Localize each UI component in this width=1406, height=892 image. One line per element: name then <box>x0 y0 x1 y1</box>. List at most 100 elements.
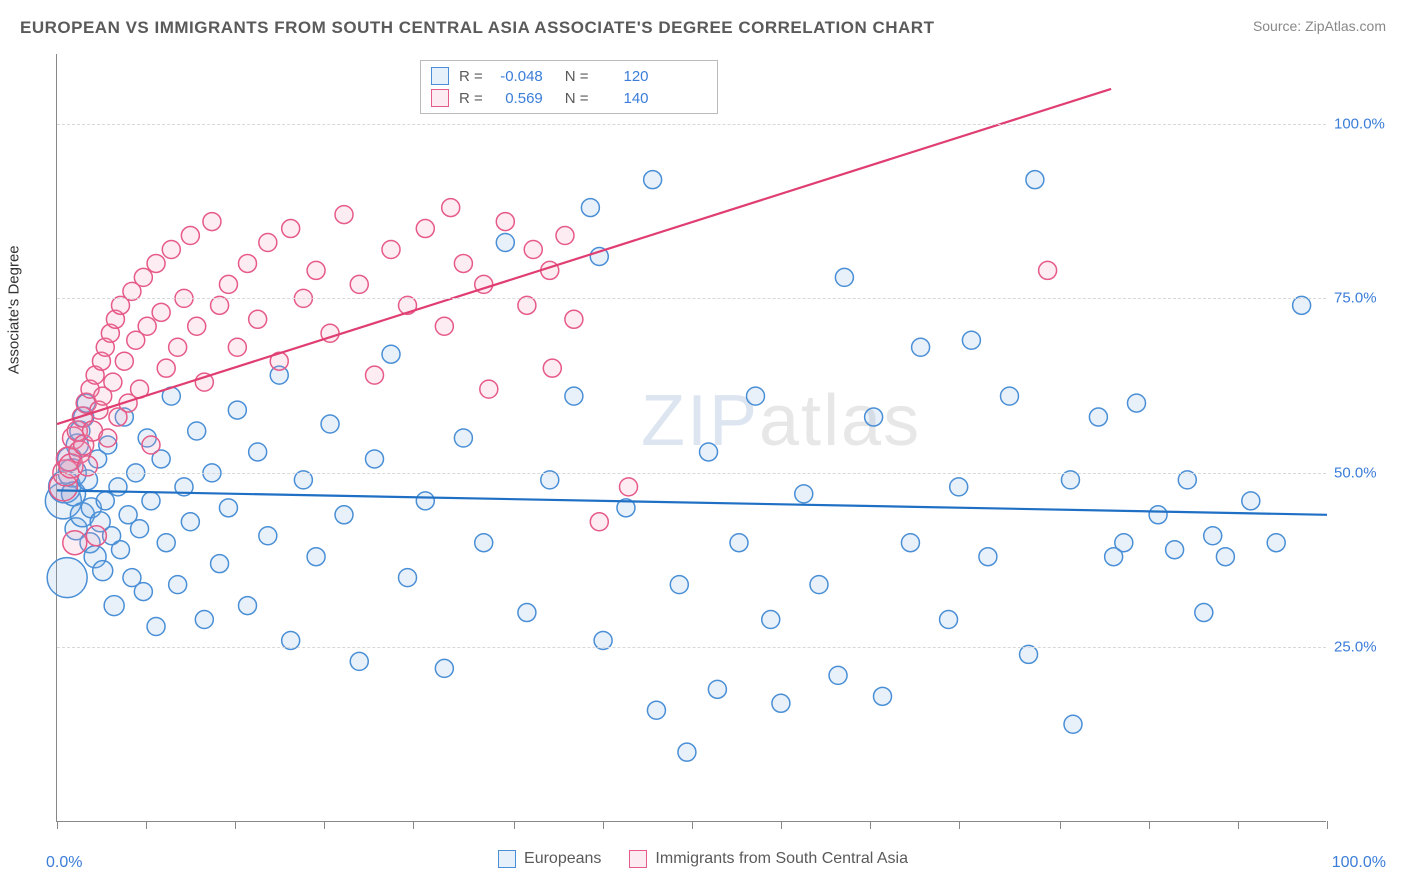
data-point <box>1166 541 1184 559</box>
data-point <box>810 576 828 594</box>
y-tick-label: 75.0% <box>1334 290 1377 307</box>
data-point <box>157 359 175 377</box>
stat-r-value: -0.048 <box>489 68 543 85</box>
data-point <box>138 317 156 335</box>
data-point <box>1216 548 1234 566</box>
data-point <box>399 569 417 587</box>
data-point <box>979 548 997 566</box>
data-point <box>134 583 152 601</box>
data-point <box>454 429 472 447</box>
data-point <box>142 492 160 510</box>
data-point <box>228 401 246 419</box>
data-point <box>335 506 353 524</box>
y-tick-label: 25.0% <box>1334 639 1377 656</box>
legend-item: Immigrants from South Central Asia <box>629 850 908 868</box>
data-point <box>47 558 87 598</box>
data-point <box>442 199 460 217</box>
data-point <box>104 373 122 391</box>
stat-r-label: R = <box>459 90 483 107</box>
legend-swatch <box>431 67 449 85</box>
data-point <box>131 520 149 538</box>
data-point <box>93 561 113 581</box>
data-point <box>565 387 583 405</box>
data-point <box>950 478 968 496</box>
data-point <box>581 199 599 217</box>
y-tick-label: 50.0% <box>1334 464 1377 481</box>
data-point <box>1026 171 1044 189</box>
legend-item: Europeans <box>498 850 601 868</box>
data-point <box>912 338 930 356</box>
data-point <box>152 303 170 321</box>
data-point <box>435 317 453 335</box>
data-point <box>1149 506 1167 524</box>
x-tick <box>603 821 604 829</box>
data-point <box>147 254 165 272</box>
data-point <box>1195 604 1213 622</box>
data-point <box>188 317 206 335</box>
x-tick <box>1238 821 1239 829</box>
data-point <box>700 443 718 461</box>
data-point <box>259 527 277 545</box>
data-point <box>416 220 434 238</box>
data-point <box>239 597 257 615</box>
grid-line <box>57 124 1326 125</box>
data-point <box>708 680 726 698</box>
x-tick <box>1060 821 1061 829</box>
data-point <box>350 275 368 293</box>
data-point <box>203 213 221 231</box>
stat-n-value: 140 <box>595 90 649 107</box>
data-point <box>181 227 199 245</box>
legend-label: Immigrants from South Central Asia <box>655 850 908 868</box>
data-point <box>169 576 187 594</box>
x-axis-max-label: 100.0% <box>1332 854 1386 872</box>
data-point <box>496 234 514 252</box>
data-point <box>219 275 237 293</box>
data-point <box>416 492 434 510</box>
data-point <box>162 240 180 258</box>
data-point <box>730 534 748 552</box>
data-point <box>134 268 152 286</box>
data-point <box>63 531 87 555</box>
data-point <box>874 687 892 705</box>
legend-swatch <box>431 89 449 107</box>
x-tick <box>870 821 871 829</box>
data-point <box>239 254 257 272</box>
data-point <box>762 611 780 629</box>
data-point <box>195 611 213 629</box>
stat-n-label: N = <box>565 68 589 85</box>
x-tick <box>413 821 414 829</box>
x-tick <box>146 821 147 829</box>
trend-line <box>57 490 1327 514</box>
y-axis-title: Associate's Degree <box>6 245 23 374</box>
x-tick <box>781 821 782 829</box>
data-point <box>249 310 267 328</box>
x-tick <box>1149 821 1150 829</box>
data-point <box>1242 492 1260 510</box>
chart-source: Source: ZipAtlas.com <box>1253 18 1386 34</box>
data-point <box>1115 534 1133 552</box>
data-point <box>211 555 229 573</box>
legend-swatch <box>498 850 516 868</box>
stat-r-label: R = <box>459 68 483 85</box>
data-point <box>590 513 608 531</box>
data-point <box>644 171 662 189</box>
x-tick <box>1327 821 1328 829</box>
chart-title: EUROPEAN VS IMMIGRANTS FROM SOUTH CENTRA… <box>20 18 934 38</box>
data-point <box>335 206 353 224</box>
grid-line <box>57 647 1326 648</box>
data-point <box>157 534 175 552</box>
data-point <box>556 227 574 245</box>
data-point <box>962 331 980 349</box>
data-point <box>350 652 368 670</box>
data-point <box>104 596 124 616</box>
data-point <box>169 338 187 356</box>
data-point <box>109 478 127 496</box>
grid-line <box>57 473 1326 474</box>
data-point <box>670 576 688 594</box>
chart-svg <box>57 54 1326 821</box>
data-point <box>454 254 472 272</box>
data-point <box>795 485 813 503</box>
legend-label: Europeans <box>524 850 601 868</box>
data-point <box>142 436 160 454</box>
data-point <box>181 513 199 531</box>
